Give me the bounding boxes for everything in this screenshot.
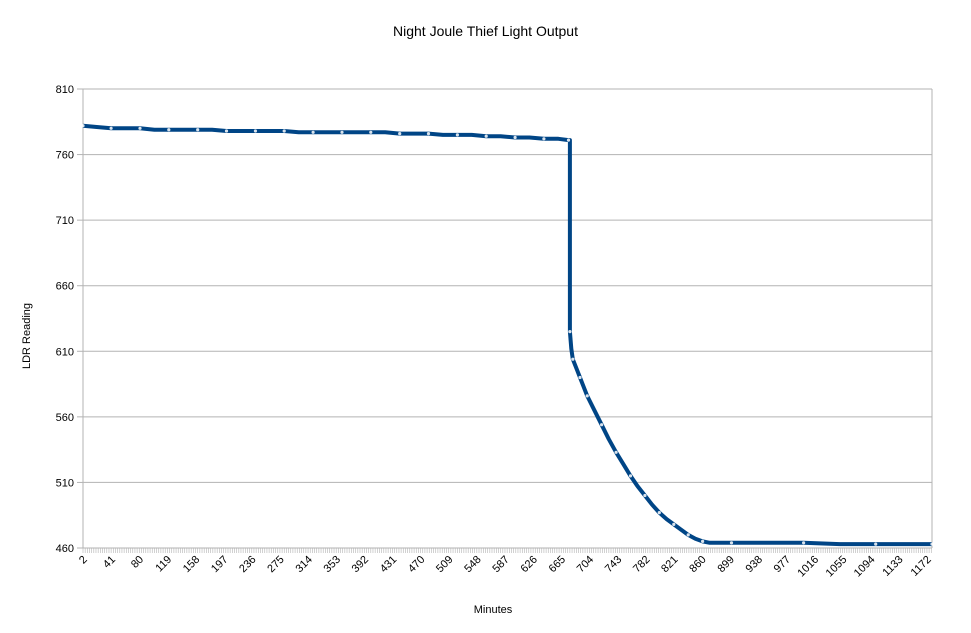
data-point bbox=[398, 132, 402, 136]
x-tick-label: 314 bbox=[293, 554, 314, 575]
data-point bbox=[672, 522, 676, 527]
x-tick-label: 821 bbox=[659, 554, 680, 575]
data-point bbox=[930, 542, 934, 546]
x-tick-label: 938 bbox=[744, 554, 765, 575]
x-minor-tick-marks bbox=[82, 548, 932, 553]
y-axis-ticks: 460 510 560 610 660 710 760 810 bbox=[56, 84, 74, 555]
x-tick-label: 431 bbox=[378, 554, 399, 575]
series-layer bbox=[81, 123, 934, 547]
x-tick-label: 1016 bbox=[795, 554, 821, 580]
y-tick-label: 660 bbox=[56, 281, 74, 293]
x-tick-label: 665 bbox=[547, 554, 568, 575]
x-tick-label: 860 bbox=[687, 554, 708, 575]
data-point bbox=[874, 542, 878, 546]
data-point bbox=[253, 129, 257, 133]
data-point bbox=[614, 450, 618, 454]
data-point bbox=[426, 132, 431, 136]
data-point bbox=[628, 474, 633, 478]
x-tick-label: 80 bbox=[129, 554, 146, 571]
data-point bbox=[701, 539, 705, 544]
data-point bbox=[81, 124, 85, 128]
x-tick-label: 899 bbox=[715, 554, 736, 575]
x-tick-label: 119 bbox=[153, 554, 174, 575]
x-tick-label: 1094 bbox=[852, 554, 878, 580]
data-point bbox=[566, 138, 571, 142]
data-point bbox=[369, 130, 373, 134]
x-tick-label: 158 bbox=[181, 554, 202, 575]
data-point bbox=[585, 394, 589, 398]
data-point bbox=[600, 423, 604, 427]
data-point bbox=[109, 126, 113, 130]
x-tick-label: 782 bbox=[631, 554, 652, 575]
x-tick-label: 275 bbox=[265, 554, 286, 575]
data-point bbox=[340, 130, 344, 134]
data-point bbox=[686, 533, 690, 537]
x-tick-label: 743 bbox=[603, 554, 624, 575]
y-tick-label: 460 bbox=[56, 543, 74, 555]
data-point bbox=[729, 541, 734, 545]
data-point bbox=[513, 135, 517, 140]
x-tick-label: 2 bbox=[77, 554, 90, 567]
y-tick-label: 510 bbox=[56, 477, 74, 489]
x-tick-label: 41 bbox=[101, 554, 118, 571]
data-point bbox=[455, 133, 459, 137]
x-tick-label: 1172 bbox=[909, 554, 934, 579]
data-point bbox=[578, 375, 582, 380]
x-tick-label: 1133 bbox=[880, 554, 905, 579]
x-tick-label: 548 bbox=[462, 554, 483, 575]
data-point bbox=[311, 130, 315, 134]
x-tick-label: 626 bbox=[518, 554, 539, 575]
x-tick-label: 587 bbox=[490, 554, 511, 575]
grid-lines bbox=[77, 88, 933, 549]
x-tick-label: 236 bbox=[237, 554, 258, 575]
series-line-0 bbox=[82, 123, 932, 547]
data-point bbox=[282, 129, 286, 133]
data-point bbox=[138, 126, 142, 130]
data-point bbox=[802, 541, 806, 545]
chart-title: Night Joule Thief Light Output bbox=[393, 23, 578, 39]
y-tick-label: 560 bbox=[56, 412, 74, 424]
x-tick-label: 392 bbox=[350, 554, 371, 575]
data-point bbox=[568, 330, 572, 334]
y-tick-label: 710 bbox=[56, 215, 74, 227]
x-tick-label: 197 bbox=[209, 554, 230, 575]
y-tick-label: 760 bbox=[56, 150, 74, 162]
x-tick-label: 1055 bbox=[824, 554, 850, 580]
y-tick-label: 810 bbox=[56, 84, 74, 96]
data-point bbox=[643, 493, 647, 498]
y-axis-title: LDR Reading bbox=[21, 303, 33, 369]
data-point bbox=[657, 510, 661, 515]
data-point bbox=[224, 129, 229, 133]
y-tick-label: 610 bbox=[56, 346, 74, 358]
data-point bbox=[542, 137, 546, 141]
x-axis-ticks: 2 41 80 119 158 197 236 275 314 353 392 431 470 509 54… bbox=[77, 548, 934, 579]
x-tick-label: 509 bbox=[434, 554, 455, 575]
x-tick-label: 353 bbox=[322, 554, 343, 575]
data-point bbox=[571, 357, 575, 361]
x-tick-label: 977 bbox=[772, 554, 793, 575]
x-axis-title: Minutes bbox=[474, 604, 513, 616]
data-point bbox=[167, 128, 171, 132]
x-tick-label: 704 bbox=[575, 554, 596, 575]
data-point bbox=[484, 134, 488, 138]
data-point bbox=[196, 128, 200, 132]
x-tick-label: 470 bbox=[406, 554, 427, 575]
